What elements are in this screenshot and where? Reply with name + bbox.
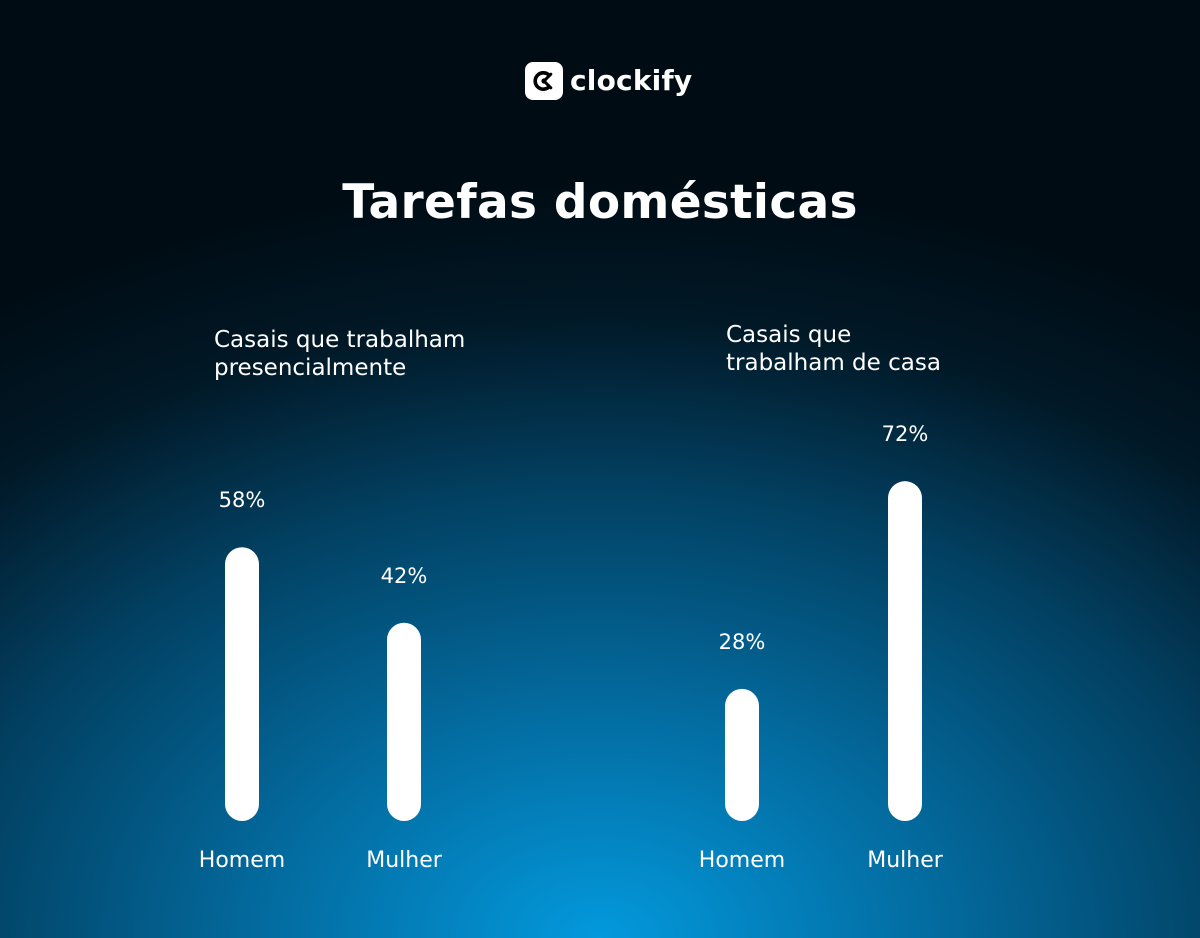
category-label: Mulher (366, 848, 443, 873)
page-title: Tarefas domésticas (342, 175, 858, 230)
group-title-line: presencialmente (214, 355, 407, 381)
group-title-line: Casais que trabalham (214, 327, 466, 353)
group-title-line: trabalham de casa (726, 350, 941, 376)
category-label: Homem (199, 848, 285, 873)
bar-mulher-0 (387, 622, 421, 821)
clockify-logo: clockify (525, 62, 692, 100)
category-label: Homem (699, 848, 785, 873)
category-label: Mulher (867, 848, 944, 873)
data-label: 42% (381, 564, 428, 588)
group-title-casa: Casais que trabalham de casa (726, 321, 941, 377)
group-title-line: Casais que (726, 322, 852, 348)
brand-name: clockify (570, 64, 693, 97)
bar-mulher-1 (888, 481, 922, 821)
clockify-logo-icon (525, 62, 563, 100)
bar-homem-0 (225, 547, 259, 821)
group-title-presencial: Casais que trabalham presencialmente (214, 326, 465, 382)
data-label: 72% (882, 422, 929, 446)
data-label: 58% (219, 488, 266, 512)
bar-homem-1 (725, 688, 759, 821)
data-label: 28% (719, 630, 766, 654)
